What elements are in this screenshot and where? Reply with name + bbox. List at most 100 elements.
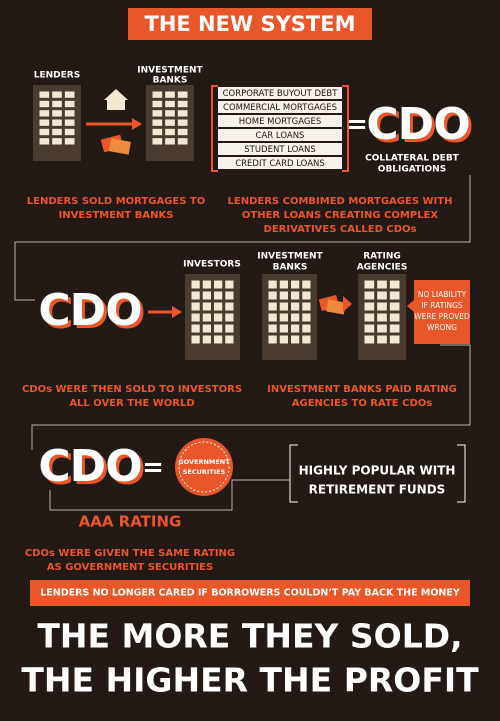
window <box>202 302 211 311</box>
investors-label: INVESTORS <box>183 260 241 270</box>
house-icon <box>104 89 128 110</box>
agencies-label: RATING <box>363 252 401 262</box>
liability-note-box <box>414 280 470 344</box>
window <box>364 324 375 333</box>
footer: THE HIGHER THE PROFIT <box>21 661 479 700</box>
cdo-logo: CDO <box>38 441 141 492</box>
seal-ring <box>178 441 230 493</box>
window <box>279 313 288 322</box>
money-icon <box>108 138 131 155</box>
window <box>202 313 211 322</box>
loan-list: CORPORATE BUYOUT DEBT COMMERCIAL MORTGAGE… <box>218 87 342 169</box>
window <box>152 100 163 108</box>
window <box>165 110 175 117</box>
window <box>177 119 188 126</box>
caption: INVESTMENT BANKS PAID RATING <box>267 384 457 395</box>
window <box>52 100 62 108</box>
caption: LENDERS SOLD MORTGAGES TO <box>27 196 205 207</box>
window <box>214 280 223 289</box>
building <box>185 274 240 360</box>
loan-item: CREDIT CARD LOANS <box>235 159 325 169</box>
window <box>191 291 200 300</box>
window <box>191 335 200 344</box>
window <box>268 291 277 300</box>
window <box>364 335 375 344</box>
window <box>291 313 300 322</box>
window <box>191 302 200 311</box>
window <box>39 91 50 98</box>
window <box>165 119 175 126</box>
window <box>64 128 75 136</box>
window <box>214 313 223 322</box>
window <box>214 302 223 311</box>
window <box>202 324 211 333</box>
building <box>262 274 317 360</box>
window <box>52 91 62 98</box>
window <box>291 335 300 344</box>
window <box>64 110 75 117</box>
window <box>268 302 277 311</box>
window <box>389 302 400 311</box>
window <box>279 335 288 344</box>
window <box>165 128 175 136</box>
loan-box <box>218 157 342 169</box>
window <box>152 91 163 98</box>
window <box>64 119 75 126</box>
caption: AS GOVERNMENT SECURITIES <box>47 562 213 573</box>
equals: = <box>346 110 368 140</box>
window <box>225 335 234 344</box>
window <box>279 324 288 333</box>
window <box>214 324 223 333</box>
window <box>302 335 311 344</box>
seal-text: GOVERNMENT <box>178 458 230 466</box>
window <box>377 291 387 300</box>
window <box>225 324 234 333</box>
window <box>291 291 300 300</box>
flow-line <box>49 479 290 511</box>
window <box>302 324 311 333</box>
cdo-logo: CDO <box>366 99 469 150</box>
window <box>225 280 234 289</box>
caption: DERIVATIVES CALLED CDOs <box>264 224 417 235</box>
loan-box <box>218 129 342 141</box>
banner-box <box>30 580 470 606</box>
window <box>225 302 234 311</box>
window <box>52 128 62 136</box>
cdo-logo: CDO <box>38 285 141 336</box>
flow-line <box>14 175 471 301</box>
banks-label: BANKS <box>273 263 308 273</box>
caption: CDOs WERE GIVEN THE SAME RATING <box>25 548 235 559</box>
building <box>33 85 81 161</box>
window <box>364 302 375 311</box>
window <box>279 280 288 289</box>
window <box>389 291 400 300</box>
popularity: RETIREMENT FUNDS <box>309 483 446 497</box>
window <box>191 324 200 333</box>
loan-box <box>218 87 342 99</box>
window <box>165 138 175 145</box>
banks-label: INVESTMENT <box>257 252 323 262</box>
window <box>177 100 188 108</box>
window <box>52 138 62 145</box>
liability-note: WRONG <box>427 323 457 332</box>
loan-box <box>218 101 342 113</box>
arrow-head <box>172 306 182 318</box>
window <box>191 313 200 322</box>
title-banner <box>128 8 372 40</box>
footer: THE MORE THEY SOLD, <box>37 617 462 656</box>
window <box>268 324 277 333</box>
window <box>291 324 300 333</box>
window <box>177 110 188 117</box>
window <box>364 313 375 322</box>
window <box>202 280 211 289</box>
window <box>268 335 277 344</box>
window <box>268 280 277 289</box>
loan-item: CORPORATE BUYOUT DEBT <box>223 89 339 99</box>
window <box>39 100 50 108</box>
caption: LENDERS COMBIMED MORTGAGES WITH <box>228 196 453 207</box>
liability-note: IF RATINGS <box>421 301 463 310</box>
window <box>202 335 211 344</box>
window <box>152 119 163 126</box>
building <box>146 85 194 161</box>
